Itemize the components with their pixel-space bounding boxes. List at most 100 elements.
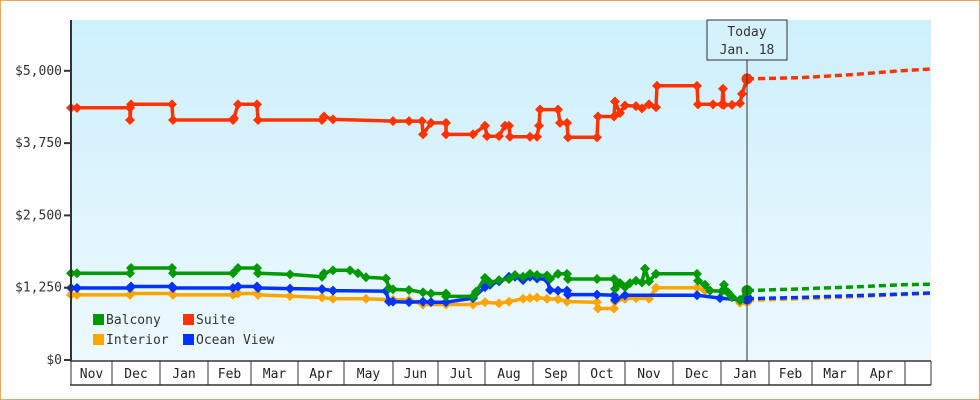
data-point-marker[interactable] xyxy=(233,281,243,292)
data-point-marker[interactable] xyxy=(404,116,414,127)
data-point-marker[interactable] xyxy=(480,120,490,131)
data-point-marker[interactable] xyxy=(727,291,737,302)
data-point-marker[interactable] xyxy=(253,114,263,125)
data-point-marker[interactable] xyxy=(361,293,371,304)
data-point-marker[interactable] xyxy=(253,268,263,279)
data-point-marker[interactable] xyxy=(229,113,239,124)
data-point-marker[interactable] xyxy=(72,102,82,113)
data-point-marker[interactable] xyxy=(510,269,520,280)
data-point-marker[interactable] xyxy=(388,116,398,127)
data-point-marker[interactable] xyxy=(620,100,630,111)
data-point-marker[interactable] xyxy=(610,96,620,107)
data-point-marker[interactable] xyxy=(388,284,398,295)
data-point-marker[interactable] xyxy=(72,268,82,279)
data-point-marker[interactable] xyxy=(253,282,263,293)
data-point-marker[interactable] xyxy=(535,104,545,115)
data-point-marker[interactable] xyxy=(168,282,178,293)
data-point-marker[interactable] xyxy=(328,114,338,125)
data-point-marker[interactable] xyxy=(168,289,178,300)
data-point-marker[interactable] xyxy=(441,297,451,308)
legend-item-interior[interactable]: Interior xyxy=(93,333,169,348)
data-point-marker[interactable] xyxy=(735,98,745,109)
data-point-marker[interactable] xyxy=(426,288,436,299)
data-point-marker[interactable] xyxy=(418,287,428,298)
data-point-marker[interactable] xyxy=(637,277,647,288)
data-point-marker[interactable] xyxy=(285,283,295,294)
data-point-marker[interactable] xyxy=(737,88,747,99)
data-point-marker[interactable] xyxy=(644,276,654,287)
data-point-marker[interactable] xyxy=(72,282,82,293)
data-point-marker[interactable] xyxy=(727,99,737,110)
data-point-marker[interactable] xyxy=(553,268,563,279)
data-point-marker[interactable] xyxy=(381,273,391,284)
data-point-marker[interactable] xyxy=(233,288,243,299)
data-point-marker[interactable] xyxy=(317,284,327,295)
data-point-marker[interactable] xyxy=(553,104,563,115)
data-point-marker[interactable] xyxy=(504,274,514,285)
data-point-marker[interactable] xyxy=(532,269,542,280)
data-point-marker[interactable] xyxy=(361,272,371,283)
data-point-marker[interactable] xyxy=(418,296,428,307)
data-point-marker[interactable] xyxy=(651,102,661,113)
data-point-marker[interactable] xyxy=(700,279,710,290)
data-point-marker[interactable] xyxy=(563,274,573,285)
legend-item-balcony[interactable]: Balcony xyxy=(93,313,161,328)
data-point-marker[interactable] xyxy=(563,132,573,143)
data-point-marker[interactable] xyxy=(609,274,619,285)
data-point-marker[interactable] xyxy=(542,293,552,304)
data-point-marker[interactable] xyxy=(319,111,329,122)
data-point-marker[interactable] xyxy=(228,268,238,279)
data-point-marker[interactable] xyxy=(504,296,514,307)
data-point-marker[interactable] xyxy=(168,114,178,125)
data-point-marker[interactable] xyxy=(735,295,745,306)
data-point-marker[interactable] xyxy=(692,282,702,293)
data-point-marker[interactable] xyxy=(505,131,515,142)
data-point-marker[interactable] xyxy=(545,285,555,296)
legend-item-suite[interactable]: Suite xyxy=(183,313,235,328)
data-point-marker[interactable] xyxy=(592,274,602,285)
data-point-marker[interactable] xyxy=(525,131,535,142)
data-point-marker[interactable] xyxy=(480,297,490,308)
data-point-marker[interactable] xyxy=(652,80,662,91)
data-point-marker[interactable] xyxy=(637,103,647,114)
data-point-marker[interactable] xyxy=(328,293,338,304)
data-point-marker[interactable] xyxy=(482,131,492,142)
data-point-marker[interactable] xyxy=(252,99,262,110)
data-point-marker[interactable] xyxy=(72,289,82,300)
data-point-marker[interactable] xyxy=(441,129,451,140)
data-point-marker[interactable] xyxy=(494,275,504,286)
data-point-marker[interactable] xyxy=(126,281,136,292)
data-point-marker[interactable] xyxy=(563,289,573,300)
data-point-marker[interactable] xyxy=(404,285,414,296)
data-point-marker[interactable] xyxy=(562,296,572,307)
data-point-marker[interactable] xyxy=(468,299,478,310)
data-point-marker[interactable] xyxy=(555,117,565,128)
data-point-marker[interactable] xyxy=(532,131,542,142)
data-point-marker[interactable] xyxy=(553,285,563,296)
data-point-marker[interactable] xyxy=(553,294,563,305)
data-point-marker[interactable] xyxy=(167,99,177,110)
data-point-marker[interactable] xyxy=(468,129,478,140)
data-point-marker[interactable] xyxy=(610,283,620,294)
data-point-marker[interactable] xyxy=(651,282,661,293)
data-point-marker[interactable] xyxy=(692,80,702,91)
data-point-marker[interactable] xyxy=(426,117,436,128)
data-point-marker[interactable] xyxy=(693,99,703,110)
data-point-marker[interactable] xyxy=(494,298,504,309)
data-point-marker[interactable] xyxy=(525,293,535,304)
data-point-marker[interactable] xyxy=(418,129,428,140)
data-point-marker[interactable] xyxy=(328,265,338,276)
data-point-marker[interactable] xyxy=(719,279,729,290)
data-point-marker[interactable] xyxy=(693,275,703,286)
data-point-marker[interactable] xyxy=(504,120,514,131)
data-point-marker[interactable] xyxy=(426,297,436,308)
legend-item-ocean-view[interactable]: Ocean View xyxy=(183,333,274,348)
data-point-marker[interactable] xyxy=(126,263,136,274)
data-point-marker[interactable] xyxy=(328,285,338,296)
data-point-marker[interactable] xyxy=(592,289,602,300)
data-point-marker[interactable] xyxy=(441,117,451,128)
data-point-marker[interactable] xyxy=(692,290,702,301)
data-point-marker[interactable] xyxy=(518,293,528,304)
data-point-marker[interactable] xyxy=(692,268,702,279)
data-point-marker[interactable] xyxy=(417,116,427,127)
